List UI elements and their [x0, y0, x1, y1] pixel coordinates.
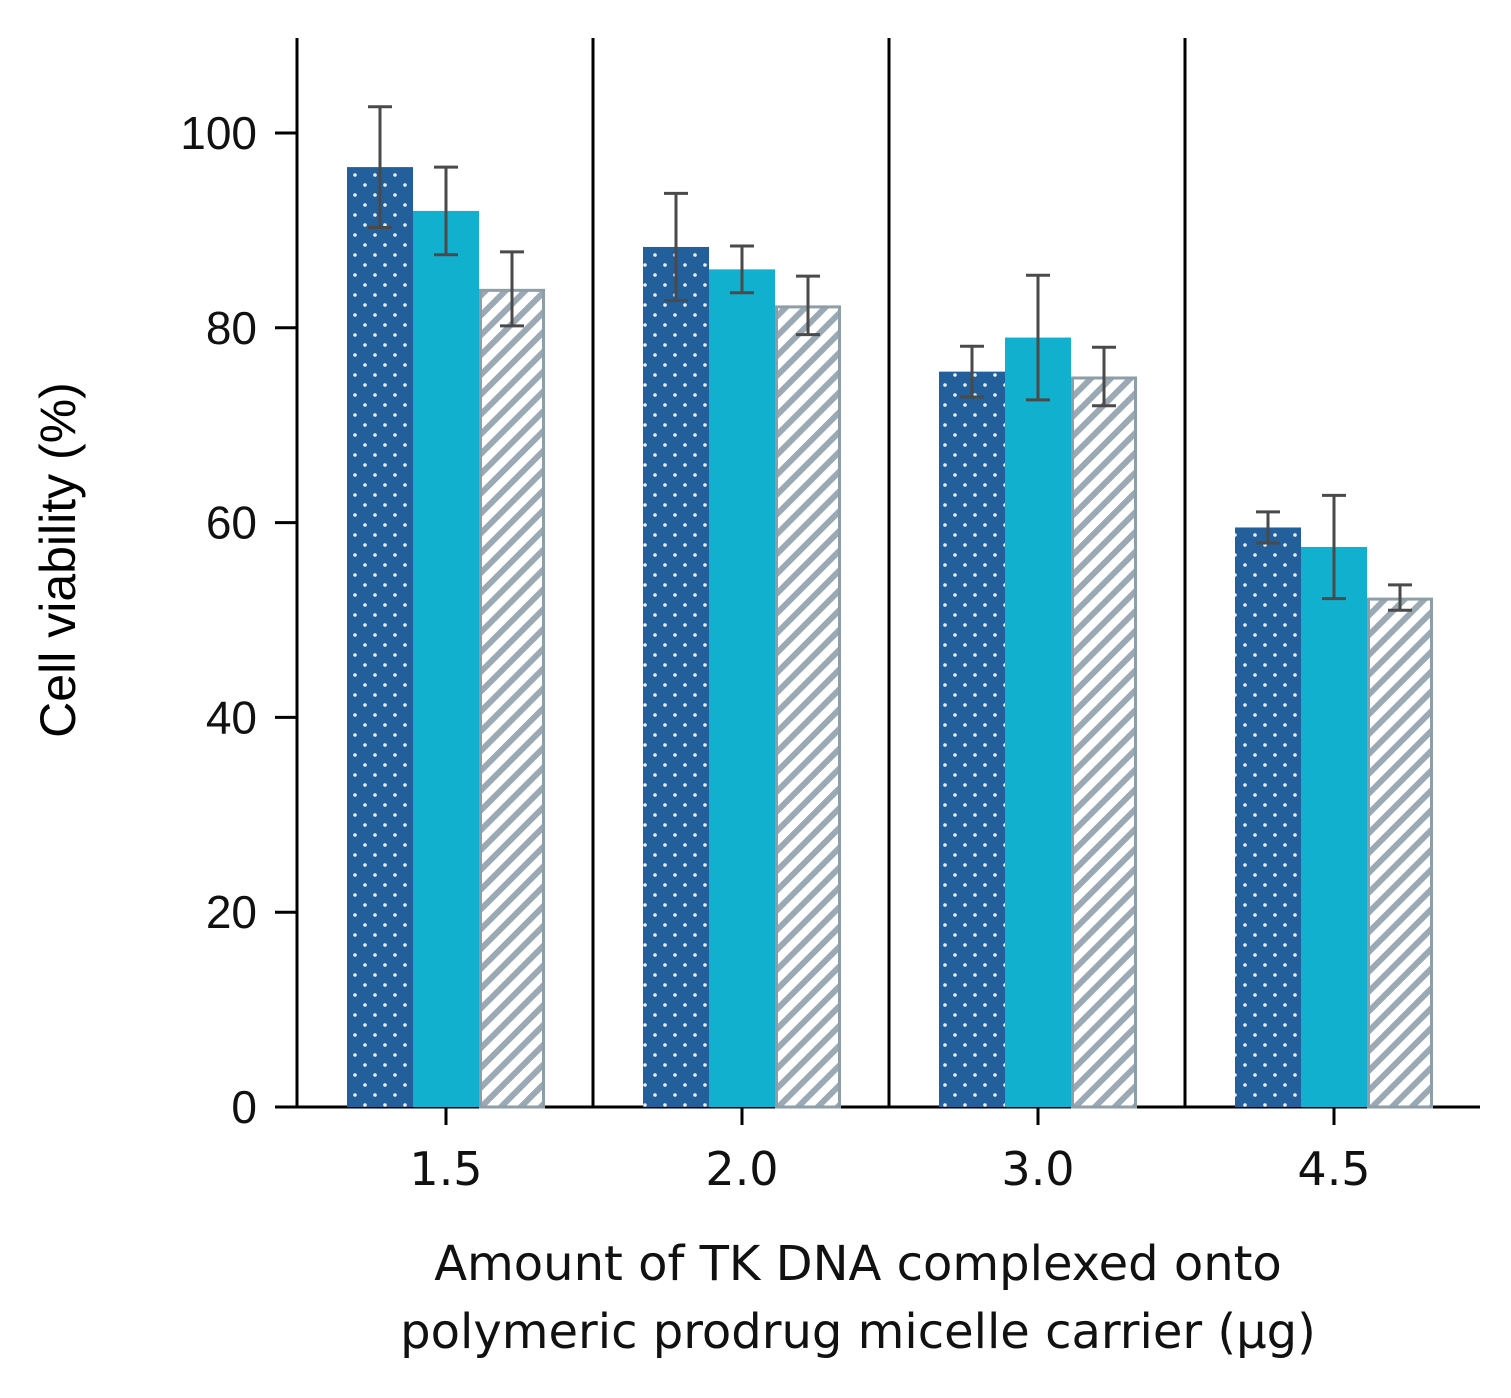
bar-series-2-4.5: [1301, 546, 1367, 1107]
x-tick-label: 4.5: [1297, 1142, 1370, 1196]
x-tick-label: 3.0: [1001, 1142, 1074, 1196]
x-tick-label: 1.5: [409, 1142, 482, 1196]
y-tick-label: 40: [206, 691, 257, 743]
bar-series-3-4.5: [1367, 597, 1433, 1109]
y-tick-label: 100: [180, 107, 257, 159]
y-axis-label: Cell viability (%): [30, 382, 86, 738]
error-bars-group: [368, 105, 1412, 612]
bar-series-3-2.0: [775, 305, 841, 1109]
x-axis-label-line-2: polymeric prodrug micelle carrier (μg): [400, 1304, 1316, 1360]
bar-series-1-1.5: [347, 167, 413, 1108]
x-axis-label-line-1: Amount of TK DNA complexed onto: [434, 1236, 1282, 1292]
bar-series-3-1.5: [479, 288, 545, 1109]
y-tick-label: 0: [231, 1081, 257, 1133]
bar-series-1-3.0: [939, 371, 1005, 1107]
bar-series-2-2.0: [709, 269, 775, 1107]
y-tick-label: 60: [206, 497, 257, 549]
bars-group: [347, 167, 1433, 1109]
y-tick-label: 80: [206, 302, 257, 354]
x-tick-label: 2.0: [705, 1142, 778, 1196]
bar-series-2-3.0: [1005, 337, 1071, 1107]
y-tick-label: 20: [206, 886, 257, 938]
bar-series-1-4.5: [1235, 527, 1301, 1107]
bar-series-1-2.0: [643, 246, 709, 1107]
tick-labels-group: 0 20 40 60 80 100 1.5 2.0 3.0 4.5: [180, 107, 1370, 1196]
bar-series-3-3.0: [1071, 376, 1137, 1109]
bar-series-2-1.5: [413, 210, 479, 1108]
